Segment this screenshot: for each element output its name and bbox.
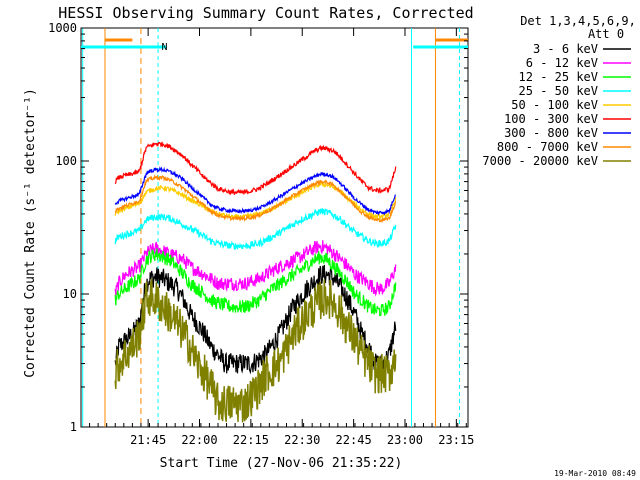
- y-tick-label: 100: [55, 154, 77, 168]
- y-tick-label: 1000: [48, 21, 77, 35]
- x-axis-ticks: 21:45 22:00 22:15 22:30 22:45 23:00 23:15: [89, 28, 474, 447]
- legend-item-label: 300 - 800 keV: [504, 126, 598, 140]
- observing-flags: N: [81, 28, 468, 427]
- plot-timestamp: 19-Mar-2010 08:49: [554, 469, 636, 478]
- x-tick-label: 21:45: [130, 433, 166, 447]
- series-line: [114, 166, 396, 216]
- legend-item-label: 12 - 25 keV: [519, 70, 598, 84]
- legend-item-label: 6 - 12 keV: [526, 56, 598, 70]
- series-line: [114, 240, 397, 297]
- series-line: [114, 141, 397, 196]
- y-axis-label: Corrected Count Rate (s⁻¹ detector⁻¹): [23, 88, 38, 378]
- chart-title: HESSI Observing Summary Count Rates, Cor…: [58, 4, 473, 22]
- y-axis-ticks: 1 10 100 1000: [48, 21, 468, 434]
- series-line: [114, 208, 397, 250]
- legend-item-label: 50 - 100 keV: [511, 98, 598, 112]
- y-tick-label: 10: [63, 287, 77, 301]
- x-tick-label: 23:15: [438, 433, 474, 447]
- series-line: [114, 278, 397, 423]
- legend-header-line-2: Att 0: [588, 27, 624, 41]
- x-tick-label: 22:15: [233, 433, 269, 447]
- flag-label: N: [161, 42, 167, 53]
- legend-item-label: 3 - 6 keV: [533, 42, 598, 56]
- series-line: [114, 248, 397, 317]
- x-axis-label: Start Time (27-Nov-06 21:35:22): [160, 456, 403, 471]
- plot-frame: [80, 27, 469, 428]
- x-tick-label: 22:45: [336, 433, 372, 447]
- y-tick-label: 1: [70, 420, 77, 434]
- legend-header-line-1: Det 1,3,4,5,6,9,: [520, 14, 636, 28]
- x-tick-label: 22:00: [181, 433, 217, 447]
- series-line: [114, 264, 397, 375]
- legend-item-label: 100 - 300 keV: [504, 112, 598, 126]
- x-tick-label: 22:30: [284, 433, 320, 447]
- x-tick-label: 23:00: [387, 433, 423, 447]
- legend-item-label: 7000 - 20000 keV: [482, 154, 598, 168]
- series-group: [114, 141, 397, 423]
- legend-item-label: 25 - 50 keV: [519, 84, 598, 98]
- series-line: [114, 174, 397, 224]
- legend-item-label: 800 - 7000 keV: [497, 140, 598, 154]
